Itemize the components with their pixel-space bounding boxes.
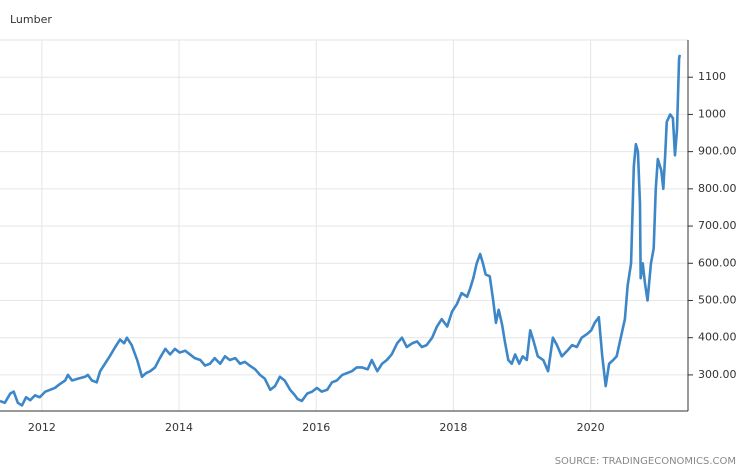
- price-line: [0, 54, 682, 407]
- y-tick-label: 300.00: [698, 368, 737, 381]
- chart-title: Lumber: [10, 13, 52, 26]
- y-tick-label: 800.00: [698, 182, 737, 195]
- source-note: SOURCE: TRADINGECONOMICS.COM: [555, 456, 736, 467]
- y-tick-label: 400.00: [698, 331, 737, 344]
- x-tick-label: 2020: [577, 421, 605, 434]
- y-tick-label: 600.00: [698, 256, 737, 269]
- x-tick-label: 2012: [28, 421, 56, 434]
- x-tick-label: 2018: [439, 421, 467, 434]
- y-tick-label: 500.00: [698, 293, 737, 306]
- y-tick-label: 700.00: [698, 219, 737, 232]
- x-tick-label: 2016: [302, 421, 330, 434]
- x-tick-label: 2014: [165, 421, 193, 434]
- y-tick-label: 900.00: [698, 145, 737, 158]
- y-tick-label: 1100: [698, 70, 726, 83]
- y-tick-label: 1000: [698, 107, 726, 120]
